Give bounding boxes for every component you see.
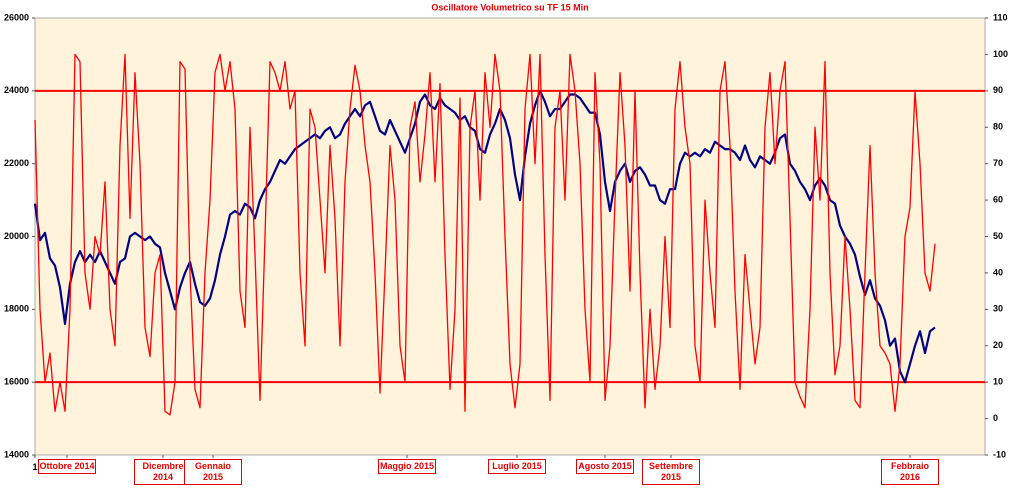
x-tick-label: Gennaio 2015 xyxy=(184,459,242,485)
chart-title: Oscillatore Volumetrico su TF 15 Min xyxy=(431,2,588,12)
y-tick-label: 20000 xyxy=(4,231,29,241)
y2-tick-label: 50 xyxy=(993,231,1003,241)
series-line xyxy=(33,89,936,384)
y2-tick-label: 30 xyxy=(993,304,1003,314)
x-tick-label: Dicembre 2014 xyxy=(134,459,192,485)
x-tick-label: Settembre 2015 xyxy=(642,459,700,485)
y2-tick-label: -10 xyxy=(993,449,1006,459)
y-tick-label: 26000 xyxy=(4,12,29,22)
y2-tick-label: 0 xyxy=(993,413,998,423)
y2-tick-label: 60 xyxy=(993,194,1003,204)
x-tick-label: Febbraio 2016 xyxy=(881,459,939,485)
y2-tick-label: 20 xyxy=(993,340,1003,350)
y2-tick-label: 110 xyxy=(993,12,1008,22)
y-tick-label: 18000 xyxy=(4,304,29,314)
y2-tick-label: 100 xyxy=(993,49,1008,59)
y2-tick-label: 70 xyxy=(993,158,1003,168)
x-tick-label: Luglio 2015 xyxy=(488,459,546,474)
series-line xyxy=(34,53,936,416)
y2-tick-label: 40 xyxy=(993,267,1003,277)
y-tick-label: 22000 xyxy=(4,158,29,168)
y-tick-label: 24000 xyxy=(4,85,29,95)
y2-tick-label: 90 xyxy=(993,85,1003,95)
x-tick-label: Maggio 2015 xyxy=(378,459,436,474)
y2-tick-label: 80 xyxy=(993,122,1003,132)
y-tick-label: 16000 xyxy=(4,377,29,387)
y2-tick-label: 10 xyxy=(993,377,1003,387)
x-tick-label: Ottobre 2014 xyxy=(38,459,96,474)
x-tick-label: Agosto 2015 xyxy=(576,459,634,474)
y-tick-label: 14000 xyxy=(4,449,29,459)
